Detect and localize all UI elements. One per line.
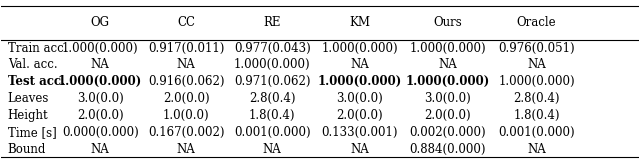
Text: OG: OG bbox=[91, 16, 109, 29]
Text: NA: NA bbox=[350, 58, 369, 71]
Text: 1.8(0.4): 1.8(0.4) bbox=[513, 109, 560, 122]
Text: 1.000(0.000): 1.000(0.000) bbox=[409, 41, 486, 55]
Text: Leaves: Leaves bbox=[8, 92, 49, 105]
Text: Val. acc.: Val. acc. bbox=[8, 58, 58, 71]
Text: 3.0(0.0): 3.0(0.0) bbox=[336, 92, 383, 105]
Text: 0.971(0.062): 0.971(0.062) bbox=[234, 75, 310, 88]
Text: 2.0(0.0): 2.0(0.0) bbox=[77, 109, 124, 122]
Text: Test acc.: Test acc. bbox=[8, 75, 65, 88]
Text: 2.8(0.4): 2.8(0.4) bbox=[513, 92, 560, 105]
Text: 1.000(0.000): 1.000(0.000) bbox=[317, 75, 402, 88]
Text: 3.0(0.0): 3.0(0.0) bbox=[77, 92, 124, 105]
Text: 3.0(0.0): 3.0(0.0) bbox=[424, 92, 471, 105]
Text: NA: NA bbox=[263, 143, 282, 156]
Text: 0.167(0.002): 0.167(0.002) bbox=[148, 126, 225, 139]
Text: Height: Height bbox=[8, 109, 49, 122]
Text: 2.0(0.0): 2.0(0.0) bbox=[424, 109, 471, 122]
Text: Bound: Bound bbox=[8, 143, 46, 156]
Text: 0.001(0.000): 0.001(0.000) bbox=[234, 126, 310, 139]
Text: Oracle: Oracle bbox=[517, 16, 556, 29]
Text: NA: NA bbox=[91, 58, 109, 71]
Text: Time [s]: Time [s] bbox=[8, 126, 56, 139]
Text: 2.0(0.0): 2.0(0.0) bbox=[336, 109, 383, 122]
Text: RE: RE bbox=[264, 16, 281, 29]
Text: 1.8(0.4): 1.8(0.4) bbox=[249, 109, 296, 122]
Text: NA: NA bbox=[350, 143, 369, 156]
Text: 1.000(0.000): 1.000(0.000) bbox=[321, 41, 398, 55]
Text: 0.884(0.000): 0.884(0.000) bbox=[409, 143, 486, 156]
Text: NA: NA bbox=[527, 58, 546, 71]
Text: 1.000(0.000): 1.000(0.000) bbox=[62, 41, 138, 55]
Text: 0.002(0.000): 0.002(0.000) bbox=[409, 126, 486, 139]
Text: 1.000(0.000): 1.000(0.000) bbox=[58, 75, 142, 88]
Text: 1.000(0.000): 1.000(0.000) bbox=[499, 75, 575, 88]
Text: 0.001(0.000): 0.001(0.000) bbox=[499, 126, 575, 139]
Text: 2.8(0.4): 2.8(0.4) bbox=[249, 92, 296, 105]
Text: 0.976(0.051): 0.976(0.051) bbox=[499, 41, 575, 55]
Text: 0.977(0.043): 0.977(0.043) bbox=[234, 41, 310, 55]
Text: NA: NA bbox=[177, 143, 196, 156]
Text: 0.133(0.001): 0.133(0.001) bbox=[321, 126, 397, 139]
Text: 0.000(0.000): 0.000(0.000) bbox=[62, 126, 138, 139]
Text: 0.916(0.062): 0.916(0.062) bbox=[148, 75, 225, 88]
Text: NA: NA bbox=[438, 58, 457, 71]
Text: 0.917(0.011): 0.917(0.011) bbox=[148, 41, 225, 55]
Text: Train acc.: Train acc. bbox=[8, 41, 67, 55]
Text: 1.0(0.0): 1.0(0.0) bbox=[163, 109, 209, 122]
Text: NA: NA bbox=[527, 143, 546, 156]
Text: 2.0(0.0): 2.0(0.0) bbox=[163, 92, 209, 105]
Text: 1.000(0.000): 1.000(0.000) bbox=[234, 58, 310, 71]
Text: 1.000(0.000): 1.000(0.000) bbox=[405, 75, 490, 88]
Text: NA: NA bbox=[91, 143, 109, 156]
Text: Ours: Ours bbox=[433, 16, 462, 29]
Text: CC: CC bbox=[177, 16, 195, 29]
Text: KM: KM bbox=[349, 16, 370, 29]
Text: NA: NA bbox=[177, 58, 196, 71]
